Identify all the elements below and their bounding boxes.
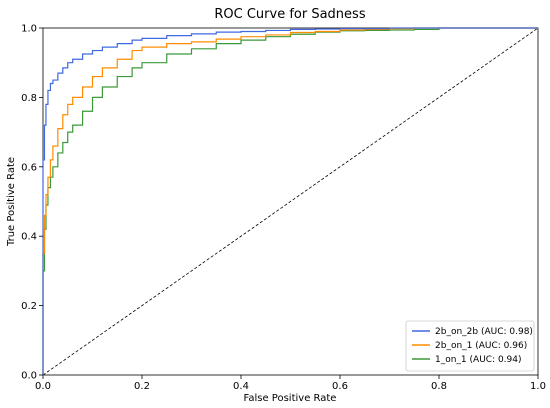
- x-tick-label: 0.6: [332, 381, 348, 392]
- x-axis-label: False Positive Rate: [244, 393, 337, 404]
- y-tick-label: 0.8: [21, 93, 37, 104]
- y-tick-label: 0.0: [21, 371, 37, 382]
- x-tick-label: 0.2: [134, 381, 150, 392]
- x-tick-label: 1.0: [530, 381, 546, 392]
- reference-diagonal-layer: [42, 27, 539, 376]
- legend-entry-0: 2b_on_2b (AUC: 0.98): [435, 327, 533, 337]
- reference-diagonal-line: [42, 27, 539, 376]
- y-axis-ticks: 0.0 0.2 0.4 0.6 0.8 1.0: [21, 24, 43, 382]
- x-tick-label: 0.4: [233, 381, 249, 392]
- series-line-1: [42, 27, 538, 375]
- legend-box: [405, 320, 535, 372]
- y-axis-label: True Positive Rate: [6, 157, 17, 247]
- series-line-2: [42, 27, 538, 375]
- legend-entry-1: 2b_on_1 (AUC: 0.96): [435, 341, 527, 351]
- x-tick-label: 0.8: [431, 381, 447, 392]
- y-tick-label: 1.0: [21, 24, 37, 35]
- y-tick-label: 0.4: [21, 232, 37, 243]
- legend-entry-2: 1_on_1 (AUC: 0.94): [435, 355, 522, 365]
- legend: 2b_on_2b (AUC: 0.98) 2b_on_1 (AUC: 0.96) 1…: [405, 320, 535, 372]
- x-axis-ticks: 0.0 0.2 0.4 0.6 0.8 1.0: [35, 375, 546, 392]
- series-layer: [42, 27, 538, 375]
- y-tick-label: 0.6: [21, 162, 37, 173]
- series-line-0: [42, 27, 538, 375]
- y-tick-label: 0.2: [21, 301, 37, 312]
- chart-title: ROC Curve for Sadness: [214, 7, 365, 22]
- x-tick-label: 0.0: [35, 381, 51, 392]
